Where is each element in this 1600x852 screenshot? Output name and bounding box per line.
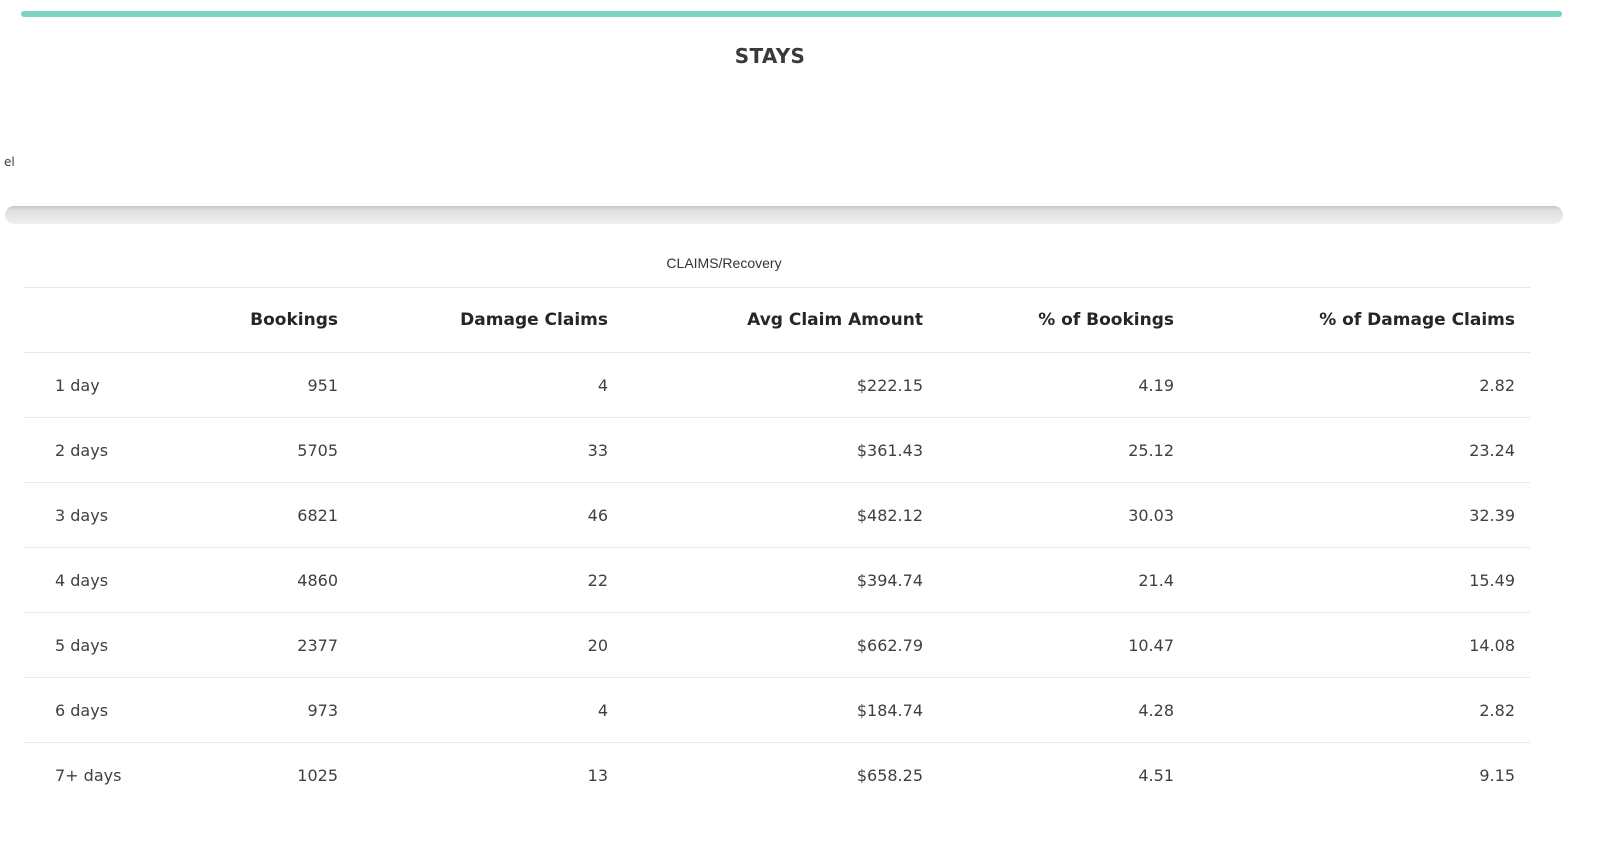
- bookings-value: 1025: [297, 766, 338, 785]
- avg-claim-amount-value: $662.79: [856, 635, 923, 655]
- avg-claim-amount-value: $222.15: [856, 375, 923, 395]
- row-label: 1 day: [55, 375, 100, 395]
- pct-damage-claims-value: 23.24: [1469, 440, 1515, 460]
- pct-bookings-value: 21.4: [1138, 570, 1174, 590]
- pct-damage-claims-value: 32.39: [1469, 505, 1515, 525]
- pct-damage-claims-value: 9.15: [1479, 766, 1515, 785]
- claims-recovery-table: Bookings Damage Claims Avg Claim Amount …: [23, 287, 1530, 808]
- table-row: 6 days 973 4 $184.74 4.28 2.82: [23, 678, 1530, 743]
- table-caption: CLAIMS/Recovery: [666, 255, 782, 271]
- bookings-value: 4860: [297, 570, 338, 590]
- row-label: 4 days: [55, 570, 109, 590]
- avg-claim-amount-value: $361.43: [856, 440, 923, 460]
- pct-damage-claims-value: 14.08: [1469, 635, 1515, 655]
- row-label: 5 days: [55, 635, 109, 655]
- table-row: 7+ days 1025 13 $658.25 4.51 9.15: [23, 743, 1530, 808]
- accent-bar: [21, 11, 1562, 17]
- page-title: STAYS: [734, 44, 806, 68]
- column-header-avg-claim-amount: Avg Claim Amount: [747, 310, 923, 330]
- row-label: 2 days: [55, 440, 109, 460]
- pct-bookings-value: 25.12: [1128, 440, 1174, 460]
- avg-claim-amount-value: $184.74: [856, 700, 923, 720]
- bookings-value: 6821: [297, 505, 338, 525]
- column-header-damage-claims: Damage Claims: [460, 310, 608, 330]
- avg-claim-amount-value: $394.74: [856, 570, 923, 590]
- pct-bookings-value: 4.28: [1138, 700, 1174, 720]
- pct-bookings-value: 10.47: [1128, 635, 1174, 655]
- damage-claims-value: 46: [587, 505, 608, 525]
- damage-claims-value: 4: [597, 375, 608, 395]
- horizontal-scrollbar[interactable]: [5, 206, 1563, 224]
- column-header-bookings: Bookings: [250, 310, 338, 330]
- row-label: 3 days: [55, 505, 109, 525]
- pct-damage-claims-value: 2.82: [1479, 700, 1515, 720]
- table-row: 2 days 5705 33 $361.43 25.12 23.24: [23, 418, 1530, 483]
- damage-claims-value: 20: [587, 635, 608, 655]
- table-row: 1 day 951 4 $222.15 4.19 2.82: [23, 353, 1530, 418]
- table-row: 5 days 2377 20 $662.79 10.47 14.08: [23, 613, 1530, 678]
- damage-claims-value: 4: [597, 700, 608, 720]
- table-row: 3 days 6821 46 $482.12 30.03 32.39: [23, 483, 1530, 548]
- column-header-pct-damage-claims: % of Damage Claims: [1319, 310, 1515, 330]
- row-label: 7+ days: [55, 766, 122, 785]
- pct-bookings-value: 30.03: [1128, 505, 1174, 525]
- bookings-value: 973: [307, 700, 338, 720]
- pct-damage-claims-value: 2.82: [1479, 375, 1515, 395]
- damage-claims-value: 13: [587, 766, 608, 785]
- damage-claims-value: 22: [587, 570, 608, 590]
- bookings-value: 951: [307, 375, 338, 395]
- row-label: 6 days: [55, 700, 109, 720]
- table-row: 4 days 4860 22 $394.74 21.4 15.49: [23, 548, 1530, 613]
- pct-bookings-value: 4.19: [1138, 375, 1174, 395]
- table-header-row: Bookings Damage Claims Avg Claim Amount …: [23, 287, 1530, 353]
- damage-claims-value: 33: [587, 440, 608, 460]
- bookings-value: 5705: [297, 440, 338, 460]
- bookings-value: 2377: [297, 635, 338, 655]
- avg-claim-amount-value: $658.25: [856, 766, 923, 785]
- pct-bookings-value: 4.51: [1138, 766, 1174, 785]
- column-header-pct-bookings: % of Bookings: [1038, 310, 1174, 330]
- truncated-left-label: el: [4, 155, 15, 169]
- pct-damage-claims-value: 15.49: [1469, 570, 1515, 590]
- avg-claim-amount-value: $482.12: [856, 505, 923, 525]
